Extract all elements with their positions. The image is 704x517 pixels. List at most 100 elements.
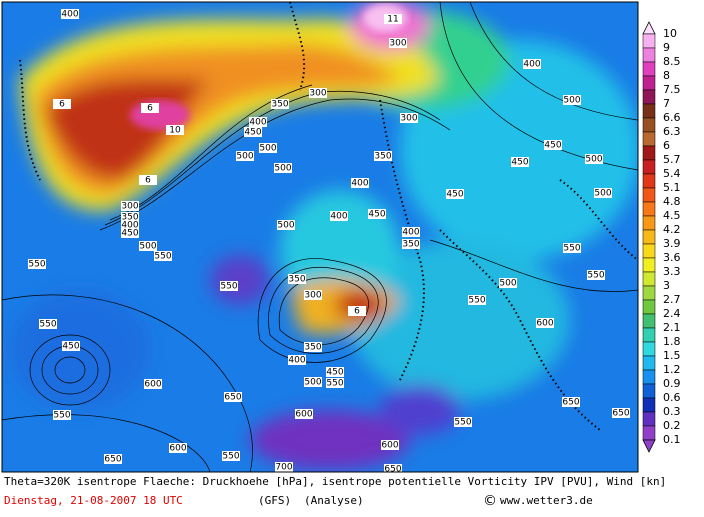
legend-label: 4.5 (663, 209, 681, 222)
legend-swatch (642, 103, 656, 119)
label-box (381, 440, 399, 450)
legend-swatch (642, 341, 656, 357)
contour-label: 650 (384, 465, 401, 475)
label-box (348, 306, 366, 316)
contour-label: 300 (309, 89, 326, 99)
legend-label: 8 (663, 69, 670, 82)
legend-label: 0.9 (663, 377, 681, 390)
legend-label: 10 (663, 27, 677, 40)
label-box (62, 341, 80, 351)
legend-label: 1.5 (663, 349, 681, 362)
legend-label: 3.6 (663, 251, 681, 264)
legend-label: 1.2 (663, 363, 681, 376)
contour-label: 6 (354, 307, 360, 317)
legend-label: 3 (663, 279, 670, 292)
coastlines (19, 2, 638, 431)
contour-label: 550 (222, 452, 239, 462)
label-box (304, 342, 322, 352)
contour-label: 500 (563, 96, 580, 106)
label-box (389, 38, 407, 48)
label-box (594, 188, 612, 198)
label-box (275, 462, 293, 472)
contour-label: 350 (304, 343, 321, 353)
contour-label: 500 (277, 221, 294, 231)
legend-label: 3.9 (663, 237, 681, 250)
legend-swatch (642, 187, 656, 203)
label-box (244, 127, 262, 137)
legend-swatch (642, 425, 656, 441)
contour-label: 300 (304, 291, 321, 301)
contour-label: 450 (244, 128, 261, 138)
legend-swatch (642, 173, 656, 189)
legend-label: 5.1 (663, 181, 681, 194)
legend-swatch (642, 75, 656, 91)
legend-arrow-bottom (642, 439, 656, 453)
label-box (544, 140, 562, 150)
contour-label: 500 (585, 155, 602, 165)
label-box (259, 143, 277, 153)
legend-label: 7 (663, 97, 670, 110)
legend-swatch (642, 145, 656, 161)
contour-label: 450 (368, 210, 385, 220)
legend-label: 4.2 (663, 223, 681, 236)
contour-label: 600 (144, 380, 161, 390)
label-box (288, 274, 306, 284)
legend-label: 5.7 (663, 153, 681, 166)
label-box (139, 241, 157, 251)
label-box (402, 227, 420, 237)
label-box (121, 201, 139, 211)
copyright: © (483, 493, 497, 509)
contour-label: 11 (387, 15, 398, 25)
label-box (61, 9, 79, 19)
label-box (499, 278, 517, 288)
legend-swatch (642, 117, 656, 133)
contour-label: 550 (326, 379, 343, 389)
contour-label: 500 (274, 164, 291, 174)
label-box (53, 410, 71, 420)
label-box (39, 319, 57, 329)
legend-swatch (642, 355, 656, 371)
contour-label: 350 (402, 240, 419, 250)
label-box (468, 295, 486, 305)
legend-label: 8.5 (663, 55, 681, 68)
contour-label: 600 (295, 410, 312, 420)
contour-label: 500 (236, 152, 253, 162)
label-box (295, 409, 313, 419)
label-box (53, 99, 71, 109)
legend-swatch (642, 313, 656, 329)
label-box (288, 355, 306, 365)
label-box (121, 228, 139, 238)
contour-label: 550 (563, 244, 580, 254)
legend-swatch (642, 299, 656, 315)
contour-label: 650 (104, 455, 121, 465)
contour-label: 550 (154, 252, 171, 262)
legend-swatch (642, 327, 656, 343)
legend-label: 6.3 (663, 125, 681, 138)
label-box (166, 125, 184, 135)
contour-label: 400 (351, 179, 368, 189)
color-legend: 1098.587.576.66.365.75.45.14.84.54.23.93… (642, 21, 681, 453)
contour-label: 400 (523, 60, 540, 70)
label-box (326, 378, 344, 388)
legend-swatch (642, 215, 656, 231)
contour-label: 550 (468, 296, 485, 306)
legend-label: 6.6 (663, 111, 681, 124)
label-box (104, 454, 122, 464)
map: 400 1130040050030035040045050050050030035… (2, 2, 638, 475)
contour-label: 6 (147, 104, 153, 114)
label-box (587, 270, 605, 280)
legend-label: 0.2 (663, 419, 681, 432)
contour-label: 500 (139, 242, 156, 252)
contour-label: 700 (275, 463, 292, 473)
contour-label: 550 (587, 271, 604, 281)
contour-label: 450 (326, 368, 343, 378)
label-box (28, 259, 46, 269)
label-box (271, 99, 289, 109)
legend-label: 9 (663, 41, 670, 54)
site: www.wetter3.de (500, 494, 593, 507)
legend-label: 7.5 (663, 83, 681, 96)
contour-label: 6 (145, 176, 151, 186)
contour-label: 550 (53, 411, 70, 421)
label-box (169, 443, 187, 453)
